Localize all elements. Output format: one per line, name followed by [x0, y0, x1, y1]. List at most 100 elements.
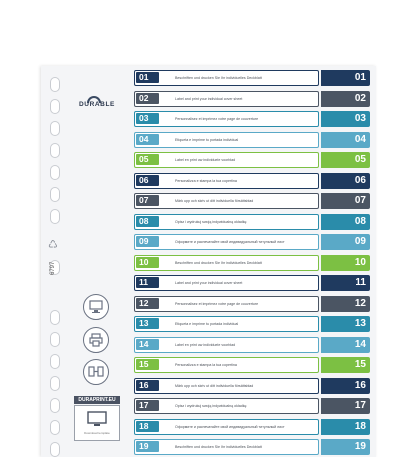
index-row[interactable]: 05 Label en print uw individuele voorblad…	[134, 152, 370, 168]
row-number: 06	[136, 174, 159, 186]
row-number: 14	[136, 338, 159, 350]
row-text: Personnalisez et imprimez votre page de …	[175, 117, 259, 121]
row-number: 03	[136, 113, 159, 124]
label-field[interactable]: 03 Personnalisez et imprimez votre page d…	[134, 111, 319, 127]
index-row[interactable]: 06 Personalizza e stampa la tua copertina…	[134, 172, 370, 189]
label-field[interactable]: 05 Label en print uw individuele voorblad	[134, 152, 319, 168]
index-row[interactable]: 04 Etiqueta e imprime tu portada individu…	[134, 131, 370, 148]
duraprint-website-box: DURAPRINT.EU Download template	[74, 396, 120, 441]
durable-logo: DURABLE	[72, 96, 122, 110]
row-number: 16	[136, 379, 159, 391]
label-field[interactable]: 07 Märk upp och skriv ut ditt individuell…	[134, 193, 319, 209]
label-field[interactable]: 06 Personalizza e stampa la tua copertina	[134, 172, 319, 189]
row-text: Personalizza e stampa la tua copertina	[175, 363, 237, 367]
label-field[interactable]: 09 Оформите и распечатайте свой индивидуа…	[134, 234, 319, 250]
label-field[interactable]: 18 Оформите и распечатайте свой индивидуа…	[134, 418, 319, 435]
row-number: 02	[136, 92, 159, 104]
computer-icon	[83, 294, 109, 320]
punch-hole	[50, 420, 60, 435]
row-number: 04	[136, 133, 159, 145]
index-row[interactable]: 08 Opisz i wydrukuj swoją indywidualną ok…	[134, 213, 370, 230]
label-field[interactable]: 15 Personalizza e stampa la tua copertina	[134, 357, 319, 373]
label-field[interactable]: 14 Label en print uw individuele voorblad	[134, 336, 319, 353]
row-number: 18	[136, 420, 159, 432]
index-tab[interactable]: 12	[321, 295, 370, 312]
label-field[interactable]: 01 Beschriften und drucken Sie Ihr indivi…	[134, 70, 319, 86]
index-row[interactable]: 14 Label en print uw individuele voorblad…	[134, 336, 370, 353]
row-number: 13	[136, 318, 159, 329]
label-field[interactable]: 12 Personnalisez et imprimez votre page d…	[134, 295, 319, 312]
row-text: Beschriften und drucken Sie Ihr individu…	[175, 76, 262, 80]
index-row[interactable]: 03 Personnalisez et imprimez votre page d…	[134, 111, 370, 127]
website-label: DURAPRINT.EU	[74, 396, 120, 404]
index-tab[interactable]: 09	[321, 234, 370, 250]
row-number: 01	[136, 72, 159, 83]
row-text: Label en print uw individuele voorblad	[175, 342, 236, 347]
punch-hole	[50, 209, 60, 224]
index-tab[interactable]: 05	[321, 152, 370, 168]
printer-icon	[83, 327, 109, 353]
punch-hole	[50, 354, 60, 369]
index-tab[interactable]: 08	[321, 213, 370, 230]
label-field[interactable]: 17 Opisz i wydrukuj swoją indywidualną ok…	[134, 398, 319, 414]
label-field[interactable]: 04 Etiqueta e imprime tu portada individu…	[134, 131, 319, 148]
row-text: Label and print your individual cover sh…	[175, 96, 243, 101]
index-tab[interactable]: 10	[321, 254, 370, 271]
index-row[interactable]: 13 Etiqueta e imprime tu portada individu…	[134, 316, 370, 332]
index-tab[interactable]: 14	[321, 336, 370, 353]
index-row[interactable]: 11 Label and print your individual cover …	[134, 275, 370, 291]
index-row[interactable]: 16 Märk upp och skriv ut ditt individuell…	[134, 377, 370, 394]
label-field[interactable]: 02 Label and print your individual cover …	[134, 90, 319, 107]
row-text: Personnalisez et imprimez votre page de …	[175, 301, 259, 306]
index-row[interactable]: 02 Label and print your individual cover …	[134, 90, 370, 107]
row-text: Etiqueta e imprime tu portada individual	[175, 322, 239, 326]
index-tab[interactable]: 18	[321, 418, 370, 435]
index-tab[interactable]: 17	[321, 398, 370, 414]
index-tab[interactable]: 02	[321, 90, 370, 107]
row-text: Etiqueta e imprime tu portada individual	[175, 137, 239, 142]
index-tab[interactable]: 11	[321, 275, 370, 291]
row-text: Label and print your individual cover sh…	[175, 281, 243, 285]
index-tab[interactable]: 04	[321, 131, 370, 148]
index-tab[interactable]: 03	[321, 111, 370, 127]
recycle-icon: ♺	[48, 239, 58, 251]
row-text: Märk upp och skriv ut ditt individuella …	[175, 383, 254, 388]
index-row[interactable]: 18 Оформите и распечатайте свой индивидуа…	[134, 418, 370, 435]
row-number: 08	[136, 215, 159, 227]
index-tab[interactable]: 15	[321, 357, 370, 373]
monitor-box	[74, 405, 120, 441]
label-field[interactable]: 11 Label and print your individual cover …	[134, 275, 319, 291]
index-tab[interactable]: 19	[321, 439, 370, 455]
index-tab[interactable]: 01	[321, 70, 370, 86]
index-tab[interactable]: 06	[321, 172, 370, 189]
index-row[interactable]: 09 Оформите и распечатайте свой индивидуа…	[134, 234, 370, 250]
label-field[interactable]: 13 Etiqueta e imprime tu portada individu…	[134, 316, 319, 332]
index-row[interactable]: 10 Beschriften und drucken Sie Ihr indivi…	[134, 254, 370, 271]
index-row[interactable]: 12 Personnalisez et imprimez votre page d…	[134, 295, 370, 312]
punch-hole	[50, 121, 60, 136]
row-number: 17	[136, 400, 159, 411]
punch-hole	[50, 398, 60, 413]
punch-hole	[50, 77, 60, 92]
index-row[interactable]: 17 Opisz i wydrukuj swoją indywidualną ok…	[134, 398, 370, 414]
index-row[interactable]: 01 Beschriften und drucken Sie Ihr indivi…	[134, 70, 370, 86]
punch-hole	[50, 332, 60, 347]
row-number: 11	[136, 277, 159, 288]
index-row[interactable]: 19 Beschriften und drucken Sie Ihr indivi…	[134, 439, 370, 455]
index-row[interactable]: 15 Personalizza e stampa la tua copertina…	[134, 357, 370, 373]
label-field[interactable]: 10 Beschriften und drucken Sie Ihr indivi…	[134, 254, 319, 271]
label-field[interactable]: 19 Beschriften und drucken Sie Ihr indivi…	[134, 439, 319, 455]
index-row[interactable]: 07 Märk upp och skriv ut ditt individuell…	[134, 193, 370, 209]
index-tab[interactable]: 07	[321, 193, 370, 209]
row-text: Opisz i wydrukuj swoją indywidualną okła…	[175, 404, 247, 408]
label-field[interactable]: 16 Märk upp och skriv ut ditt individuell…	[134, 377, 319, 394]
row-number: 05	[136, 154, 159, 165]
label-field[interactable]: 08 Opisz i wydrukuj swoją indywidualną ok…	[134, 213, 319, 230]
row-number: 10	[136, 256, 159, 268]
row-number: 19	[136, 441, 159, 452]
index-tab[interactable]: 16	[321, 377, 370, 394]
index-tab[interactable]: 13	[321, 316, 370, 332]
punch-hole	[50, 143, 60, 158]
punch-hole	[50, 260, 60, 275]
brand-name: DURABLE	[79, 101, 115, 108]
